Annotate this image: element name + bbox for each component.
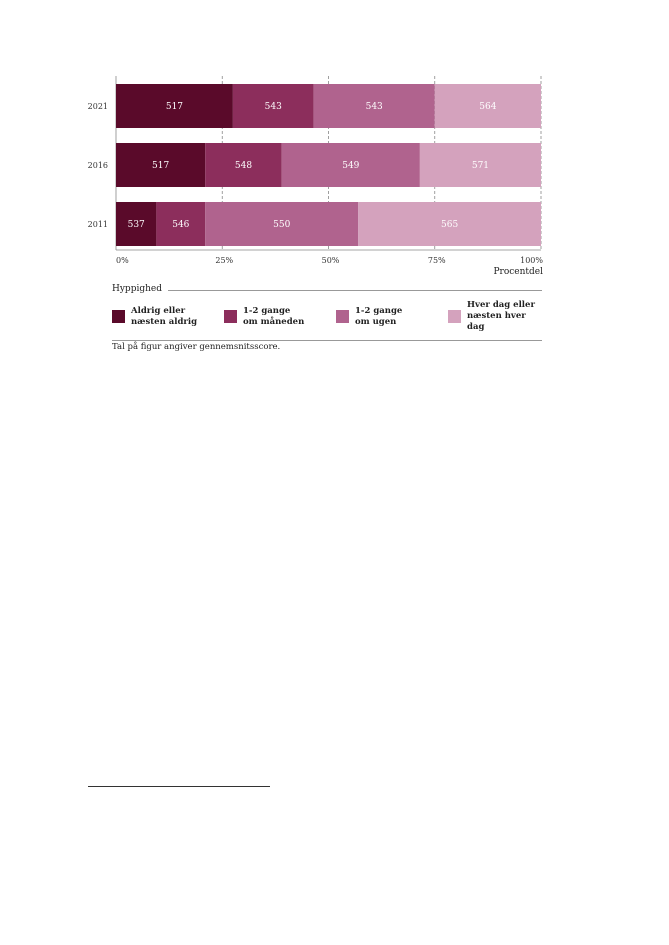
x-axis-title: Procentdel (493, 267, 543, 277)
legend-label: 1-2 gange om måneden (243, 305, 305, 327)
chart-note: Tal på figur angiver gennemsnitsscore. (112, 342, 281, 352)
legend-item: 1-2 gange om ugen (336, 300, 448, 333)
legend-item: Aldrig eller næsten aldrig (112, 300, 224, 333)
legend: Hyppighed Aldrig eller næsten aldrig 1-2 … (112, 284, 542, 341)
legend-item: 1-2 gange om måneden (224, 300, 336, 333)
bar-value-label: 548 (235, 161, 252, 171)
bar-value-label: 537 (128, 220, 145, 230)
x-tick-label: 25% (215, 256, 233, 265)
x-tick-label: 50% (322, 256, 340, 265)
x-tick-label: 75% (428, 256, 446, 265)
stacked-bar-chart: 517 543 543 564 517 548 549 571 537 546 550 565 0% 2… (88, 76, 543, 277)
legend-label: 1-2 gange om ugen (355, 305, 403, 327)
bar-value-label: 550 (273, 220, 290, 230)
legend-header: Hyppighed (112, 284, 542, 294)
bar-value-label: 517 (152, 161, 169, 171)
bar-segment (205, 202, 359, 246)
chart-category-labels: 2021 2016 2011 (88, 102, 108, 229)
category-label: 2021 (88, 102, 108, 111)
bar-segment (358, 202, 541, 246)
bar-segment (156, 202, 206, 246)
legend-title: Hyppighed (112, 284, 162, 294)
legend-swatch (224, 310, 237, 323)
bar-value-label: 543 (366, 102, 383, 112)
bar-value-label: 543 (265, 102, 282, 112)
bar-segment (232, 84, 314, 128)
bar-segment (205, 143, 282, 187)
bar-value-label: 549 (342, 161, 359, 171)
legend-swatch (448, 310, 461, 323)
legend-swatch (112, 310, 125, 323)
chart-ticks: 0% 25% 50% 75% 100% (116, 256, 543, 265)
bar-segment (313, 84, 435, 128)
bar-value-label: 546 (172, 220, 189, 230)
bar-segment (281, 143, 420, 187)
bar-segment (116, 84, 233, 128)
bar-segment (116, 143, 206, 187)
legend-label: Hver dag eller næsten hver dag (467, 300, 535, 332)
bar-segment (434, 84, 541, 128)
bar-value-label: 517 (166, 102, 183, 112)
bar-value-label: 564 (479, 102, 496, 112)
chart-bars: 517 543 543 564 517 548 549 571 537 546 550 565 (116, 84, 541, 246)
footnote-divider (88, 786, 270, 787)
bar-value-label: 565 (441, 220, 458, 230)
category-label: 2011 (88, 220, 108, 229)
legend-label: Aldrig eller næsten aldrig (131, 305, 198, 327)
legend-divider (167, 289, 542, 291)
bar-segment (419, 143, 541, 187)
x-tick-label: 100% (520, 256, 543, 265)
bar-segment (116, 202, 157, 246)
legend-swatch (336, 310, 349, 323)
x-tick-label: 0% (116, 256, 129, 265)
legend-item: Hver dag eller næsten hver dag (448, 300, 542, 333)
bar-value-label: 571 (472, 161, 489, 171)
legend-items: Aldrig eller næsten aldrig 1-2 gange om m… (112, 300, 542, 341)
category-label: 2016 (88, 161, 108, 170)
